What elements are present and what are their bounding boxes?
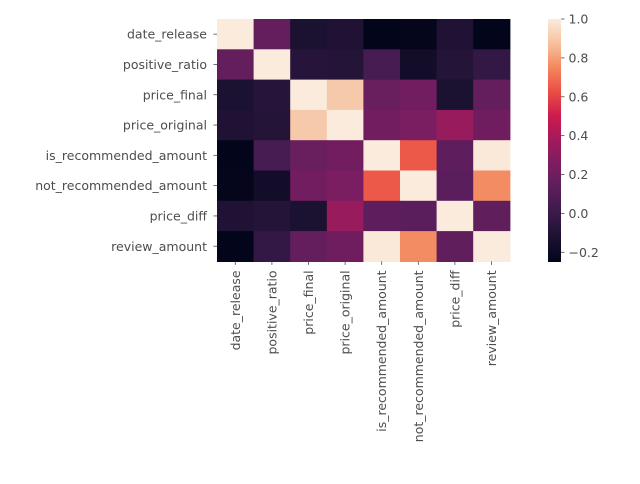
heatmap-cell (473, 200, 511, 232)
heatmap-cell (363, 109, 401, 141)
heatmap-cell (290, 170, 328, 202)
row-label: price_final (143, 87, 207, 102)
colorbar: −0.2 0.0 0.2 0.4 0.6 0.8 1.0 (548, 12, 599, 262)
row-label: positive_ratio (123, 57, 207, 72)
row-label: is_recommended_amount (46, 148, 207, 163)
heatmap-cell (363, 79, 401, 111)
column-label: price_diff (447, 270, 462, 328)
heatmap-cell (326, 140, 364, 172)
heatmap-cell (253, 170, 291, 202)
heatmap-cell (473, 79, 511, 111)
heatmap-cell (400, 19, 438, 50)
heatmap-cell (290, 140, 328, 172)
heatmap-cell (473, 109, 511, 141)
heatmap-cell (217, 49, 255, 81)
column-label: price_original (338, 270, 353, 354)
heatmap-cell (290, 49, 328, 81)
heatmap-cell (363, 49, 401, 81)
heatmap-cell (473, 140, 511, 172)
heatmap-cell (290, 200, 328, 232)
heatmap-cell (473, 49, 511, 81)
column-label: positive_ratio (264, 270, 279, 354)
heatmap-cell (400, 170, 438, 202)
heatmap-cell (436, 231, 474, 262)
heatmap-cell (253, 200, 291, 232)
heatmap-cell (253, 49, 291, 81)
colorbar-tick-label: 0.2 (569, 167, 589, 182)
heatmap-cell (400, 79, 438, 111)
heatmap-cell (326, 19, 364, 50)
heatmap-cell (363, 170, 401, 202)
heatmap-cell (363, 231, 401, 262)
heatmap-cell (253, 109, 291, 141)
column-label: price_final (301, 270, 316, 334)
heatmap-cell (326, 79, 364, 111)
heatmap-cell (326, 200, 364, 232)
colorbar-gradient (548, 19, 561, 262)
heatmap-cell (400, 140, 438, 172)
row-label: not_recommended_amount (35, 178, 207, 193)
heatmap-cell (436, 49, 474, 81)
heatmap-cell (217, 109, 255, 141)
heatmap-cell (436, 200, 474, 232)
row-label: review_amount (111, 239, 207, 254)
heatmap-cell (253, 79, 291, 111)
colorbar-tick-label: 0.6 (569, 89, 589, 104)
heatmap-cell (400, 49, 438, 81)
heatmap-cells (217, 19, 511, 262)
column-label: date_release (228, 270, 243, 350)
heatmap-cell (253, 231, 291, 262)
colorbar-tick-label: 0.0 (569, 206, 589, 221)
heatmap-cell (253, 19, 291, 50)
column-label: not_recommended_amount (411, 270, 426, 442)
heatmap-cell (290, 19, 328, 50)
column-label: is_recommended_amount (374, 270, 389, 431)
row-labels: date_release positive_ratio price_finalpri… (35, 27, 217, 254)
row-label: date_release (127, 27, 207, 42)
heatmap-cell (400, 231, 438, 262)
heatmap-cell (363, 200, 401, 232)
heatmap-cell (326, 231, 364, 262)
heatmap-cell (473, 170, 511, 202)
heatmap-cell (217, 200, 255, 232)
heatmap-cell (436, 109, 474, 141)
column-labels: date_release positive_ratio price_final pri… (228, 261, 499, 442)
heatmap-cell (363, 140, 401, 172)
heatmap-cell (217, 140, 255, 172)
heatmap-cell (290, 231, 328, 262)
heatmap-cell (326, 170, 364, 202)
heatmap-cell (436, 140, 474, 172)
heatmap-cell (436, 19, 474, 50)
heatmap-cell (473, 19, 511, 50)
colorbar-tick-label: 0.4 (569, 128, 589, 143)
heatmap-cell (290, 109, 328, 141)
heatmap-cell (290, 79, 328, 111)
heatmap-cell (326, 109, 364, 141)
colorbar-tick-label: 0.8 (569, 50, 589, 65)
column-label: review_amount (484, 270, 499, 366)
heatmap-cell (473, 231, 511, 262)
heatmap-cell (217, 170, 255, 202)
row-label: price_diff (150, 208, 208, 223)
heatmap-cell (217, 19, 255, 50)
heatmap-cell (217, 79, 255, 111)
heatmap-cell (400, 200, 438, 232)
heatmap-cell (363, 19, 401, 50)
colorbar-tick-label: 1.0 (569, 12, 589, 27)
heatmap-cell (217, 231, 255, 262)
row-label: price_original (123, 118, 207, 133)
heatmap-cell (400, 109, 438, 141)
heatmap-cell (436, 170, 474, 202)
heatmap-cell (436, 79, 474, 111)
heatmap-cell (326, 49, 364, 81)
heatmap-cell (253, 140, 291, 172)
colorbar-tick-label: −0.2 (569, 245, 599, 260)
